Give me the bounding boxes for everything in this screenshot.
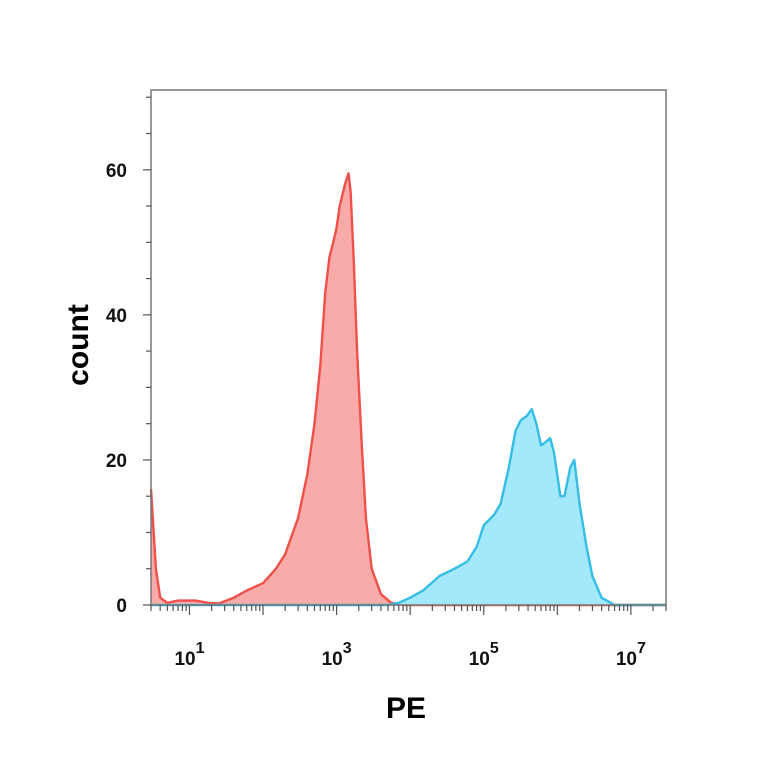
series-1-line [151,408,666,607]
x-axis: 101 103 105 107 [150,605,667,670]
y-tick-label: 20 [106,451,127,472]
y-tick-label: 0 [116,596,127,617]
plot-frame [150,89,667,606]
x-tick-label: 103 [322,640,352,670]
x-tick-label: 105 [469,640,499,670]
series-0-area [151,173,666,605]
y-tick-label: 60 [106,161,127,182]
series-0-line [149,172,666,607]
y-axis: 0 20 40 60 [106,96,151,617]
series-1-area [151,409,666,605]
y-axis-label: count [62,304,95,386]
series-layer [149,172,666,607]
x-axis-label: PE [386,692,426,725]
x-tick-label: 101 [174,640,204,670]
y-tick-label: 40 [106,306,127,327]
x-tick-label: 107 [616,640,646,670]
